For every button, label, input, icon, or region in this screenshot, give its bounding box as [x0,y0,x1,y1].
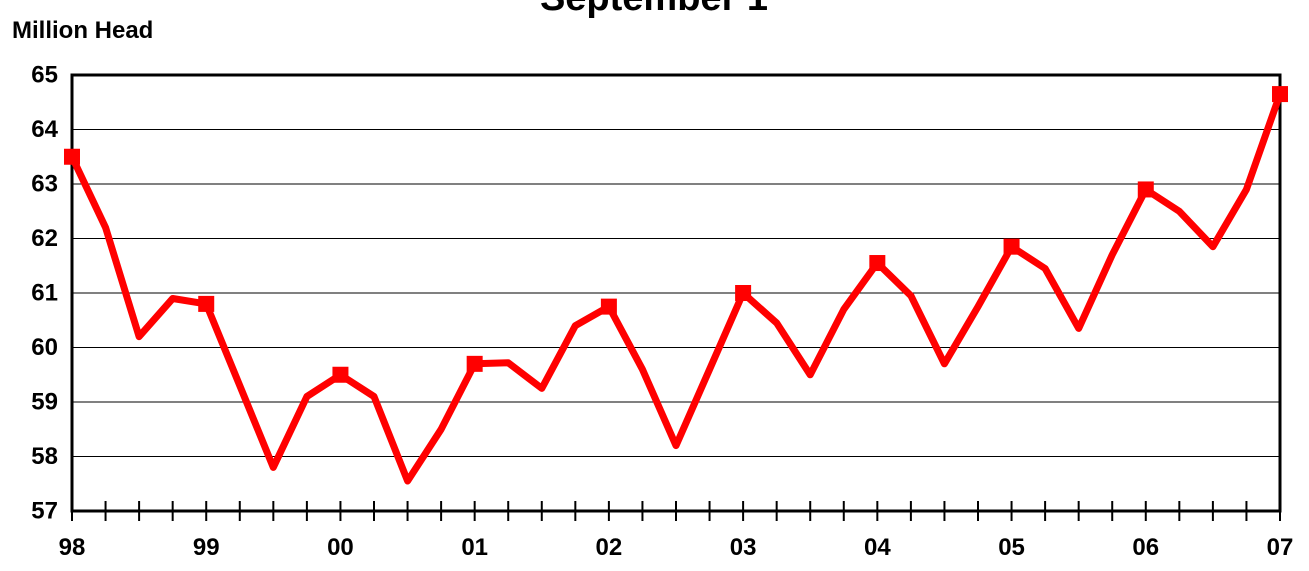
series-line [68,90,1284,485]
x-tick-label: 04 [864,534,891,561]
y-axis-tick-labels: 57 58 59 60 61 62 63 64 65 [31,62,58,525]
x-axis-ticks [71,501,1281,521]
y-tick-label: 64 [31,116,58,143]
y-tick-label: 57 [31,498,58,525]
x-tick-label: 02 [596,534,623,561]
y-tick-label: 61 [31,280,58,307]
y-tick-label: 58 [31,443,58,470]
x-tick-label: 05 [998,534,1025,561]
y-tick-label: 60 [31,334,58,361]
data-point-marker [735,285,752,301]
x-tick-label: 06 [1132,534,1159,561]
x-tick-label: 07 [1267,534,1294,561]
data-point-marker [198,295,215,312]
data-point-marker [466,355,483,372]
x-tick-label: 01 [461,534,488,561]
data-point-marker [1272,86,1288,103]
data-point-marker [1003,238,1020,255]
y-axis-label: Million Head [12,17,153,44]
x-tick-label: 03 [730,534,757,561]
y-tick-label: 65 [31,62,58,89]
gridlines [72,129,1280,457]
x-tick-label: 00 [327,534,354,561]
x-tick-label: 99 [193,534,220,561]
y-tick-label: 59 [31,389,58,416]
series-layer [64,86,1288,485]
x-axis-tick-labels: 98 99 00 01 02 03 04 05 06 07 [59,534,1294,561]
chart-title: September 1 [540,0,768,19]
data-point-marker [600,298,617,315]
data-point-marker [64,148,80,165]
data-point-marker [1137,181,1154,198]
data-point-marker [869,255,886,272]
y-tick-label: 62 [31,225,58,252]
data-point-marker [332,366,349,383]
x-tick-label: 98 [59,534,86,561]
y-tick-label: 63 [31,171,58,198]
